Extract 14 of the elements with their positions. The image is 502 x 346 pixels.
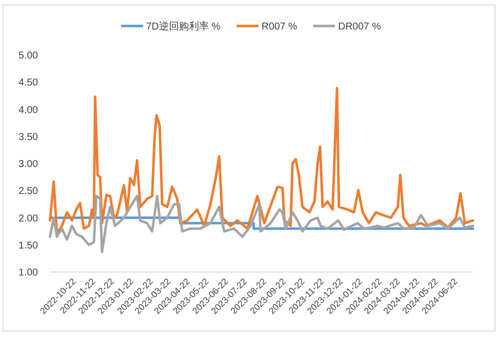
y-tick-label: 1.50 bbox=[18, 240, 38, 252]
y-tick-label: 3.00 bbox=[18, 159, 38, 170]
line-series bbox=[48, 86, 474, 235]
y-tick-label: 1.00 bbox=[18, 268, 38, 278]
y-tick-label: 2.50 bbox=[18, 186, 38, 198]
y-tick-label: 2.00 bbox=[18, 213, 38, 224]
line-series bbox=[48, 194, 474, 254]
y-tick-label: 3.50 bbox=[18, 132, 38, 143]
legend-label: R007 % bbox=[262, 22, 298, 32]
y-tick-label: 4.50 bbox=[18, 78, 38, 89]
legend-label: DR007 % bbox=[338, 22, 382, 32]
y-tick-label: 5.00 bbox=[18, 50, 38, 62]
y-tick-label: 4.00 bbox=[18, 104, 38, 116]
legend-label: 7D逆回购利率 % bbox=[146, 20, 221, 32]
